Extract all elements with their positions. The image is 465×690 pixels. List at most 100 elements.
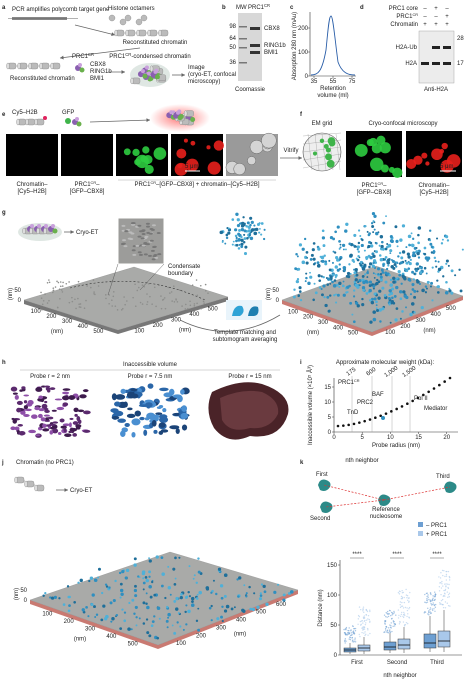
nucleosome-particle (401, 310, 404, 313)
label: (nm) (307, 330, 319, 336)
prc1-subunit (144, 65, 149, 70)
nucleosome-particle (362, 288, 365, 292)
panel-label: g (2, 210, 6, 216)
label: RING1b (90, 69, 112, 75)
volume-blob (115, 394, 126, 400)
droplet (176, 148, 187, 159)
outlier (429, 607, 432, 609)
nucleosome-particle (377, 273, 380, 276)
particle (242, 216, 245, 219)
outlier (425, 602, 427, 604)
outlier (359, 620, 362, 623)
particle (237, 238, 241, 242)
volume-blob (25, 408, 32, 412)
nucleosome-particle (95, 613, 99, 616)
nucleosome-particle (85, 605, 88, 609)
outlier (389, 610, 391, 612)
label: 400 (189, 312, 200, 318)
nucleosome-particle (149, 595, 153, 599)
label: 10 (387, 435, 394, 441)
nucleosome-particle (276, 583, 280, 586)
label: 500 (348, 331, 359, 337)
label: CBX8 (90, 62, 106, 68)
outlier (440, 582, 442, 584)
label: [Cy5–H2B] (17, 189, 46, 195)
outlier (362, 627, 364, 630)
nucleosome-particle (412, 237, 415, 240)
outlier (362, 610, 364, 612)
label: 400 (78, 324, 89, 330)
nucleosome-particle (392, 276, 396, 280)
nucleosome-particle (177, 612, 180, 615)
label: Reference (372, 507, 400, 513)
texture (203, 302, 205, 304)
outlier (384, 629, 387, 631)
nucleosome-particle (358, 262, 361, 265)
nucleosome-particle (389, 283, 394, 287)
nucleosome-particle (309, 275, 313, 279)
nucleosome-particle (421, 288, 425, 293)
nucleosome-particle (418, 282, 422, 286)
label: – PRC1 (426, 523, 448, 529)
outlier (441, 598, 444, 601)
label: 28 (457, 36, 464, 42)
particle (240, 242, 244, 246)
label: BMI1 (264, 50, 279, 56)
nucleosome-particle (153, 615, 156, 618)
outlier (348, 630, 350, 632)
tomogram-side (24, 297, 228, 334)
outlier (432, 595, 434, 597)
outlier (403, 625, 406, 627)
label: 0 (18, 298, 22, 304)
label: 300 (415, 318, 426, 324)
nucleosome-particle (97, 576, 100, 579)
superscript: CR (125, 52, 131, 57)
outlier (406, 597, 408, 599)
nucleosome-particle (44, 592, 47, 595)
nucleosome-face (158, 29, 162, 37)
nucleosome-particle (334, 276, 337, 279)
nucleosome-face (34, 118, 38, 126)
nucleosome-particle (188, 595, 191, 598)
outlier (350, 632, 353, 634)
condensate-boundary (69, 281, 206, 301)
neighbor-link (383, 486, 451, 501)
volume-blob (41, 385, 46, 388)
data-point (347, 423, 350, 427)
nucleosome-particle (295, 279, 300, 284)
volume-blob (12, 392, 18, 395)
outlier (344, 628, 347, 630)
outlier (354, 641, 357, 643)
nucleosome-particle (396, 262, 399, 264)
nucleosome-particle (195, 597, 199, 600)
nucleosome-particle (353, 271, 357, 275)
nucleosome-particle (131, 598, 135, 602)
outlier (354, 637, 356, 639)
nucleosome-particle (379, 275, 383, 279)
outlier (358, 633, 361, 636)
prc1-subunit (140, 69, 145, 74)
outlier (389, 624, 391, 626)
volume-blob (59, 418, 65, 423)
nucleosome-particle (322, 275, 325, 279)
outlier (352, 631, 355, 633)
texture (147, 282, 150, 285)
nucleosome-particle (369, 298, 372, 302)
volume-blob (77, 409, 85, 413)
box (423, 633, 437, 649)
volume-blob (172, 394, 182, 399)
nucleosome-particle (411, 254, 415, 258)
label: 36 (229, 60, 236, 66)
box (397, 638, 411, 650)
nucleosome-particle (324, 260, 328, 264)
nucleosome-particle (153, 593, 157, 597)
droplet (233, 162, 246, 176)
text-part: PRC1 (109, 54, 126, 60)
particle (246, 221, 250, 225)
grid-mesh (335, 133, 341, 171)
texture (153, 286, 156, 289)
nucleosome-particle (436, 285, 439, 288)
volume-blob (49, 387, 56, 390)
label: **** (352, 552, 362, 558)
label: BAF (372, 392, 384, 398)
